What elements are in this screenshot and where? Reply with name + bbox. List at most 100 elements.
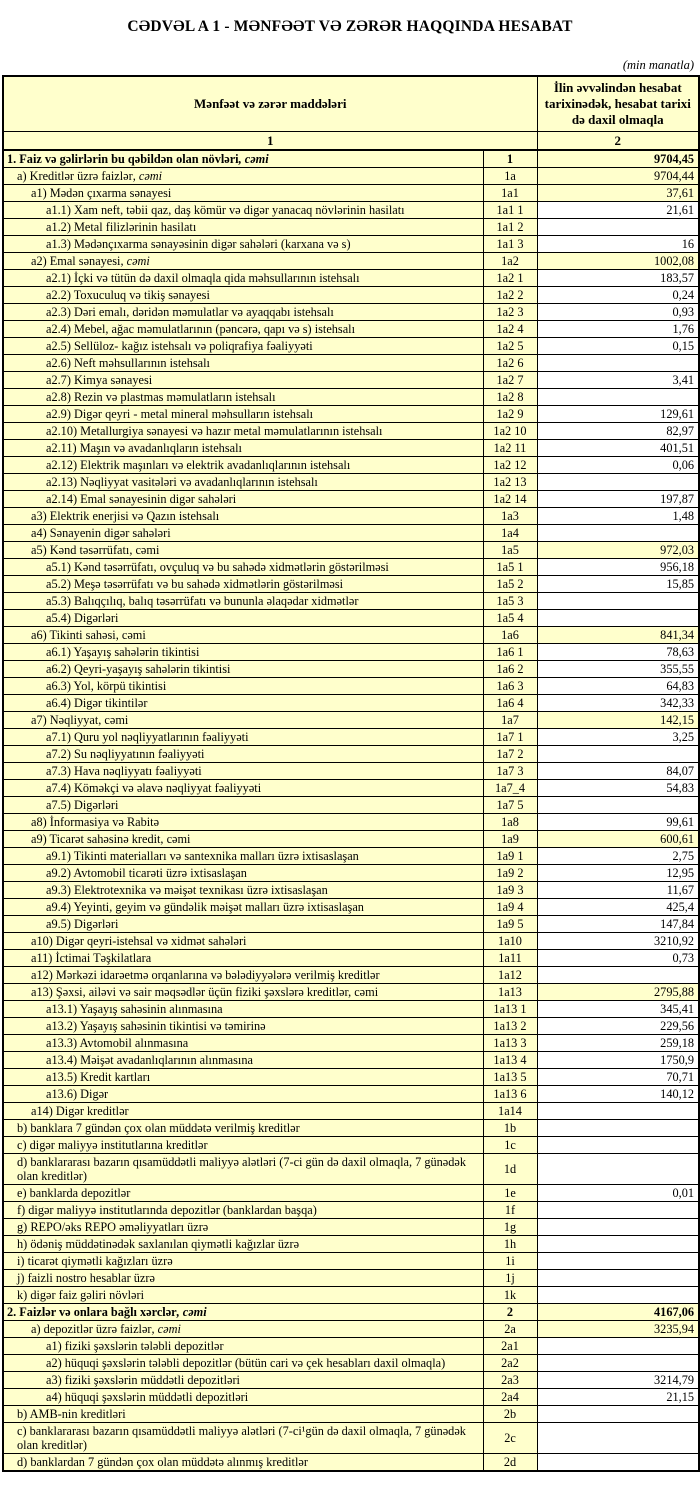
row-value: 82,97 — [536, 422, 700, 440]
row-value: 3,25 — [536, 728, 700, 746]
row-code: 1a5 3 — [482, 592, 538, 610]
row-value: 142,15 — [536, 711, 700, 729]
row-code: 1a4 — [482, 524, 538, 542]
row-label: a5.4) Digərləri — [2, 609, 484, 627]
row-code: 1a5 1 — [482, 558, 538, 576]
row-value: 147,84 — [536, 915, 700, 933]
row-value: 425,4 — [536, 898, 700, 916]
row-value — [536, 1153, 700, 1185]
row-label-italic-suffix: , cəmi — [120, 254, 150, 268]
row-code: 1a7 — [482, 711, 538, 729]
row-code: 2a1 — [482, 1337, 538, 1355]
table-row: a13.2) Yaşayış sahəsinin tikintisi və tə… — [2, 1017, 700, 1035]
row-label: b) banklara 7 gündən çox olan müddətə ve… — [2, 1119, 484, 1137]
row-label: a2.4) Mebel, ağac məmulatlarının (pəncər… — [2, 320, 484, 338]
row-code: 1a7 5 — [482, 796, 538, 814]
row-code: 2b — [482, 1405, 538, 1423]
row-value — [536, 1252, 700, 1270]
table-row: a13.5) Kredit kartları 1a13 5 70,71 — [2, 1068, 700, 1086]
row-code: 1a2 3 — [482, 303, 538, 321]
row-code: 1a7 3 — [482, 762, 538, 780]
row-value: 3235,94 — [536, 1320, 700, 1338]
row-label: 2. Faizlər və onlara bağlı xərclər, cəmi — [2, 1303, 484, 1321]
row-label: a2.9) Digər qeyri - metal mineral məhsul… — [2, 405, 484, 423]
row-label: e) banklarda depozitlər — [2, 1184, 484, 1202]
table-row: a8) İnformasiya və Rabitə 1a8 99,61 — [2, 813, 700, 831]
row-label: a9.5) Digərləri — [2, 915, 484, 933]
row-label: a2) hüquqi şəxslərin tələbli depozitlər … — [2, 1354, 484, 1372]
row-label: a3) fiziki şəxslərin müddətli depozitlər… — [2, 1371, 484, 1389]
row-label: a4) Sənayenin digər sahələri — [2, 524, 484, 542]
row-label: a2.5) Sellüloz- kağız istehsalı və poliq… — [2, 337, 484, 355]
table-row: a5.2) Meşə təsərrüfatı və bu sahədə xidm… — [2, 575, 700, 593]
table-row: a13.4) Məişət avadanlıqlarının alınmasın… — [2, 1051, 700, 1069]
row-value — [536, 609, 700, 627]
table-row: a2.4) Mebel, ağac məmulatlarının (pəncər… — [2, 320, 700, 338]
table-row: c) banklararası bazarın qısamüddətli mal… — [2, 1422, 700, 1454]
row-label: a5) Kənd təsərrüfatı, cəmi — [2, 541, 484, 559]
row-code: 1a6 2 — [482, 660, 538, 678]
row-label: a13.6) Digər — [2, 1085, 484, 1103]
row-label: a7.2) Su nəqliyyatının fəaliyyəti — [2, 745, 484, 763]
table-row: a2.11) Maşın və avadanlıqların istehsalı… — [2, 439, 700, 457]
row-label: j) faizli nostro hesablar üzrə — [2, 1269, 484, 1287]
row-value: 1,76 — [536, 320, 700, 338]
table-row: a7.1) Quru yol nəqliyyatlarının fəaliyyə… — [2, 728, 700, 746]
table-row: a12) Mərkəzi idarəetmə orqanlarına və bə… — [2, 966, 700, 984]
page-title: CƏDVƏL A 1 - MƏNFƏƏT VƏ ZƏRƏR HAQQINDA H… — [127, 18, 573, 35]
row-label: a1.1) Xam neft, təbii qaz, daş kömür və … — [2, 201, 484, 219]
row-code: 1a2 5 — [482, 337, 538, 355]
row-code: 1a10 — [482, 932, 538, 950]
table-row: a2) Emal sənayesi, cəmi 1a2 1002,08 — [2, 252, 700, 270]
row-code: 1a13 2 — [482, 1017, 538, 1035]
table-row: a9.1) Tikinti materialları və santexnika… — [2, 847, 700, 865]
table-row: c) digər maliyyə institutlarına kreditlə… — [2, 1136, 700, 1154]
profit-loss-table: Mənfəət və zərər maddələri İlin əvvəlind… — [2, 75, 700, 1472]
row-label: a2.10) Metallurgiya sənayesi və hazır me… — [2, 422, 484, 440]
row-code: 1c — [482, 1136, 538, 1154]
row-code: 1a9 5 — [482, 915, 538, 933]
table-row: a) depozitlər üzrə faizlər, cəmi 2a 3235,9… — [2, 1320, 700, 1338]
table-row: a9.2) Avtomobil ticarəti üzrə ixtisaslaş… — [2, 864, 700, 882]
row-value — [536, 1119, 700, 1137]
row-label: a6) Tikinti sahəsi, cəmi — [2, 626, 484, 644]
row-label: a5.1) Kənd təsərrüfatı, ovçuluq və bu sa… — [2, 558, 484, 576]
table-row: a2.14) Emal sənayesinin digər sahələri 1a… — [2, 490, 700, 508]
row-label: g) REPO/əks REPO əməliyyatları üzrə — [2, 1218, 484, 1236]
row-code: 1a2 10 — [482, 422, 538, 440]
row-value — [536, 966, 700, 984]
row-value: 3,41 — [536, 371, 700, 389]
row-label: a2.8) Rezin və plastmas məmulatların ist… — [2, 388, 484, 406]
row-code: 1a2 13 — [482, 473, 538, 491]
row-code: 1a14 — [482, 1102, 538, 1120]
header-items-label: Mənfəət və zərər maddələri — [2, 75, 538, 132]
row-label: a13.4) Məişət avadanlıqlarının alınmasın… — [2, 1051, 484, 1069]
row-value: 0,15 — [536, 337, 700, 355]
row-code: 1a2 9 — [482, 405, 538, 423]
table-row: a2.9) Digər qeyri - metal mineral məhsul… — [2, 405, 700, 423]
table-row: e) banklarda depozitlər 1e 0,01 — [2, 1184, 700, 1202]
row-code: 1a2 2 — [482, 286, 538, 304]
table-row: f) digər maliyyə institutlarında depozit… — [2, 1201, 700, 1219]
row-value: 12,95 — [536, 864, 700, 882]
table-row: a10) Digər qeyri-istehsal və xidmət sahə… — [2, 932, 700, 950]
table-row: a5.3) Balıqçılıq, balıq təsərrüfatı və b… — [2, 592, 700, 610]
row-value: 11,67 — [536, 881, 700, 899]
table-row: k) digər faiz gəliri növləri 1k — [2, 1286, 700, 1304]
row-label: d) banklararası bazarın qısamüddətli mal… — [2, 1153, 484, 1185]
row-label: a13) Şəxsi, ailəvi və sair məqsədlər üçü… — [2, 983, 484, 1001]
table-row: a7.5) Digərləri 1a7 5 — [2, 796, 700, 814]
table-row: a5.1) Kənd təsərrüfatı, ovçuluq və bu sa… — [2, 558, 700, 576]
unit-note: (min manatla) — [622, 58, 694, 72]
row-code: 1a8 — [482, 813, 538, 831]
table-row: a6.2) Qeyri-yaşayış sahələrin tikintisi 1… — [2, 660, 700, 678]
row-value — [536, 524, 700, 542]
report-table-body: 1. Faiz və gəlirlərin bu qəbildən olan n… — [2, 149, 700, 1472]
row-label: a2.13) Nəqliyyat vasitələri və avadanlıq… — [2, 473, 484, 491]
table-row: h) ödəniş müddətinədək saxlanılan qiymət… — [2, 1235, 700, 1253]
table-row: a14) Digər kreditlər 1a14 — [2, 1102, 700, 1120]
row-value — [536, 1235, 700, 1253]
row-value: 0,73 — [536, 949, 700, 967]
row-label-italic-suffix: , cəmi — [132, 169, 163, 183]
table-row: a1) Mədən çıxarma sənayesi 1a1 37,61 — [2, 184, 700, 202]
